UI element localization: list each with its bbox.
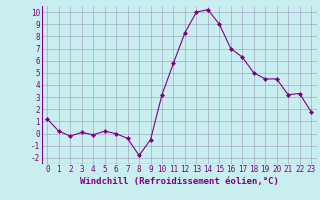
X-axis label: Windchill (Refroidissement éolien,°C): Windchill (Refroidissement éolien,°C) — [80, 177, 279, 186]
